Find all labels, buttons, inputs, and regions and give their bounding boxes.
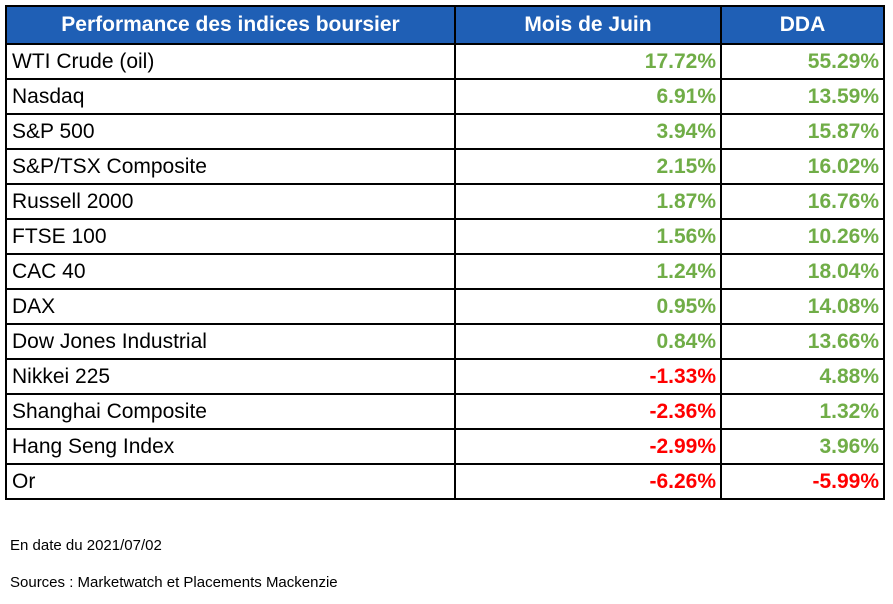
table-row: Hang Seng Index -2.99% 3.96% — [5, 428, 885, 465]
table-row: Nikkei 225 -1.33% 4.88% — [5, 358, 885, 395]
table-row: Nasdaq 6.91% 13.59% — [5, 78, 885, 115]
june-change-cell: 1.87% — [454, 183, 722, 220]
header-row: Performance des indices boursier Mois de… — [5, 5, 885, 45]
sources-note: Sources : Marketwatch et Placements Mack… — [10, 574, 338, 591]
ytd-change-cell: 14.08% — [720, 288, 885, 325]
index-name-cell: WTI Crude (oil) — [5, 43, 456, 80]
table-row: S&P/TSX Composite 2.15% 16.02% — [5, 148, 885, 185]
ytd-change-cell: 18.04% — [720, 253, 885, 290]
index-name-cell: Nikkei 225 — [5, 358, 456, 395]
index-name-cell: Hang Seng Index — [5, 428, 456, 465]
header-june-month: Mois de Juin — [454, 5, 722, 45]
june-change-cell: -6.26% — [454, 463, 722, 500]
performance-table: Performance des indices boursier Mois de… — [5, 5, 885, 500]
ytd-change-cell: 1.32% — [720, 393, 885, 430]
table-row: CAC 40 1.24% 18.04% — [5, 253, 885, 290]
table-row: Dow Jones Industrial 0.84% 13.66% — [5, 323, 885, 360]
june-change-cell: 0.84% — [454, 323, 722, 360]
ytd-change-cell: 13.66% — [720, 323, 885, 360]
june-change-cell: 1.24% — [454, 253, 722, 290]
table-row: S&P 500 3.94% 15.87% — [5, 113, 885, 150]
index-name-cell: Or — [5, 463, 456, 500]
june-change-cell: 6.91% — [454, 78, 722, 115]
table-row: Russell 2000 1.87% 16.76% — [5, 183, 885, 220]
index-name-cell: S&P/TSX Composite — [5, 148, 456, 185]
june-change-cell: -2.99% — [454, 428, 722, 465]
june-change-cell: -2.36% — [454, 393, 722, 430]
table-row: Or -6.26% -5.99% — [5, 463, 885, 500]
ytd-change-cell: 10.26% — [720, 218, 885, 255]
index-name-cell: FTSE 100 — [5, 218, 456, 255]
table-row: DAX 0.95% 14.08% — [5, 288, 885, 325]
june-change-cell: -1.33% — [454, 358, 722, 395]
table-row: Shanghai Composite -2.36% 1.32% — [5, 393, 885, 430]
ytd-change-cell: 13.59% — [720, 78, 885, 115]
date-note: En date du 2021/07/02 — [10, 537, 162, 554]
ytd-change-cell: 4.88% — [720, 358, 885, 395]
index-name-cell: Shanghai Composite — [5, 393, 456, 430]
index-name-cell: DAX — [5, 288, 456, 325]
index-name-cell: Nasdaq — [5, 78, 456, 115]
ytd-change-cell: 16.02% — [720, 148, 885, 185]
june-change-cell: 1.56% — [454, 218, 722, 255]
ytd-change-cell: 55.29% — [720, 43, 885, 80]
ytd-change-cell: 3.96% — [720, 428, 885, 465]
june-change-cell: 0.95% — [454, 288, 722, 325]
index-name-cell: Russell 2000 — [5, 183, 456, 220]
header-ytd: DDA — [720, 5, 885, 45]
index-name-cell: CAC 40 — [5, 253, 456, 290]
table-row: FTSE 100 1.56% 10.26% — [5, 218, 885, 255]
header-index-name: Performance des indices boursier — [5, 5, 456, 45]
ytd-change-cell: -5.99% — [720, 463, 885, 500]
index-name-cell: Dow Jones Industrial — [5, 323, 456, 360]
june-change-cell: 2.15% — [454, 148, 722, 185]
index-name-cell: S&P 500 — [5, 113, 456, 150]
ytd-change-cell: 16.76% — [720, 183, 885, 220]
june-change-cell: 3.94% — [454, 113, 722, 150]
table-row: WTI Crude (oil) 17.72% 55.29% — [5, 43, 885, 80]
ytd-change-cell: 15.87% — [720, 113, 885, 150]
june-change-cell: 17.72% — [454, 43, 722, 80]
